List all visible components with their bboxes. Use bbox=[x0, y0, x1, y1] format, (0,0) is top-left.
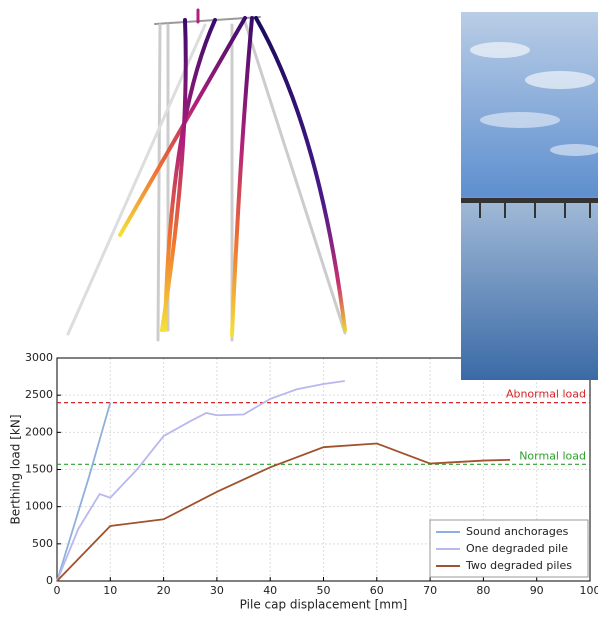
y-tick-label: 0 bbox=[46, 574, 53, 587]
x-tick-label: 50 bbox=[317, 584, 331, 597]
y-tick-label: 2000 bbox=[25, 425, 53, 438]
x-tick-label: 90 bbox=[530, 584, 544, 597]
x-tick-label: 100 bbox=[580, 584, 598, 597]
x-axis-label: Pile cap displacement [mm] bbox=[240, 598, 408, 612]
y-tick-label: 3000 bbox=[25, 351, 53, 364]
x-tick-label: 10 bbox=[103, 584, 117, 597]
photo bbox=[461, 12, 598, 380]
legend-label: Two degraded piles bbox=[465, 559, 572, 572]
chart: 0 10 20 30 40 50 60 70 80 90 100050010001500200025… bbox=[9, 351, 598, 612]
legend: Sound anchorages One degraded pile Two deg… bbox=[429, 519, 589, 578]
x-tick-label: 60 bbox=[370, 584, 384, 597]
reference-label: Abnormal load bbox=[506, 388, 586, 401]
y-tick-label: 1000 bbox=[25, 500, 53, 513]
x-tick-label: 40 bbox=[263, 584, 277, 597]
y-axis-label: Berthing load [kN] bbox=[9, 415, 23, 525]
series-line bbox=[56, 402, 112, 582]
x-tick-label: 70 bbox=[423, 584, 437, 597]
reference-label: Normal load bbox=[519, 449, 586, 462]
y-tick-label: 2500 bbox=[25, 388, 53, 401]
series-line bbox=[56, 442, 511, 582]
x-tick-label: 0 bbox=[54, 584, 61, 597]
legend-label: One degraded pile bbox=[466, 542, 568, 555]
pile-diagram bbox=[66, 8, 347, 342]
y-tick-label: 500 bbox=[32, 537, 53, 550]
x-tick-label: 80 bbox=[476, 584, 490, 597]
series-line bbox=[56, 380, 345, 582]
plot-frame bbox=[56, 357, 591, 582]
x-tick-label: 20 bbox=[157, 584, 171, 597]
x-tick-label: 30 bbox=[210, 584, 224, 597]
y-tick-label: 1500 bbox=[25, 463, 53, 476]
legend-label: Sound anchorages bbox=[466, 525, 569, 538]
